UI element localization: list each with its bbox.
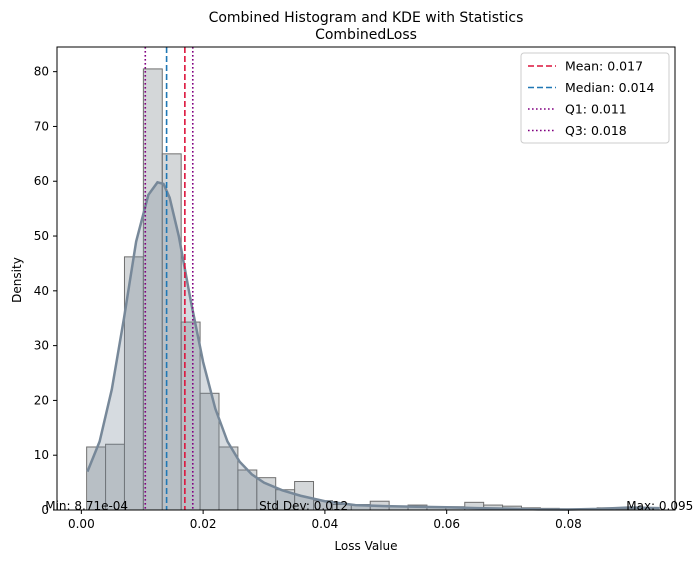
x-tick-label: 0.02	[190, 517, 217, 531]
y-tick-label: 0	[41, 503, 49, 517]
x-tick-label: 0.00	[68, 517, 95, 531]
y-tick-label: 80	[34, 65, 49, 79]
stat-annotation: Min: 8.71e-04	[45, 499, 128, 513]
legend-label: Q1: 0.011	[565, 102, 627, 117]
chart-title: Combined Histogram and KDE with Statisti…	[209, 10, 524, 26]
y-tick-label: 50	[34, 229, 49, 243]
kde-area	[87, 182, 660, 510]
kde-line	[86, 180, 660, 511]
y-tick-label: 70	[34, 119, 49, 133]
legend-label: Median: 0.014	[565, 80, 654, 95]
x-axis-label: Loss Value	[334, 539, 397, 553]
legend: Mean: 0.017 Median: 0.014 Q1: 0.011 Q3: 0.0…	[520, 52, 670, 144]
y-tick-label: 40	[34, 284, 49, 298]
x-tick-label: 0.08	[555, 517, 582, 531]
plot-area: 0.00 0.02 0.04 0.06 0.08 0 10 20 30 40 50 60 70 80 Min…	[34, 46, 693, 531]
legend-label: Mean: 0.017	[565, 59, 643, 74]
stat-annotation: Max: 0.095	[626, 499, 693, 513]
y-tick-label: 30	[34, 339, 49, 353]
y-tick-label: 60	[34, 174, 49, 188]
axes-frame	[56, 46, 676, 511]
stat-annotation: Std Dev: 0.012	[259, 499, 348, 513]
chart-subtitle: CombinedLoss	[315, 27, 417, 43]
x-tick-label: 0.06	[433, 517, 460, 531]
legend-label: Q3: 0.018	[565, 123, 627, 138]
y-tick-label: 20	[34, 393, 49, 407]
legend-frame	[520, 52, 670, 144]
y-axis-label: Density	[10, 257, 24, 303]
y-tick-label: 10	[34, 448, 49, 462]
x-tick-label: 0.04	[312, 517, 339, 531]
